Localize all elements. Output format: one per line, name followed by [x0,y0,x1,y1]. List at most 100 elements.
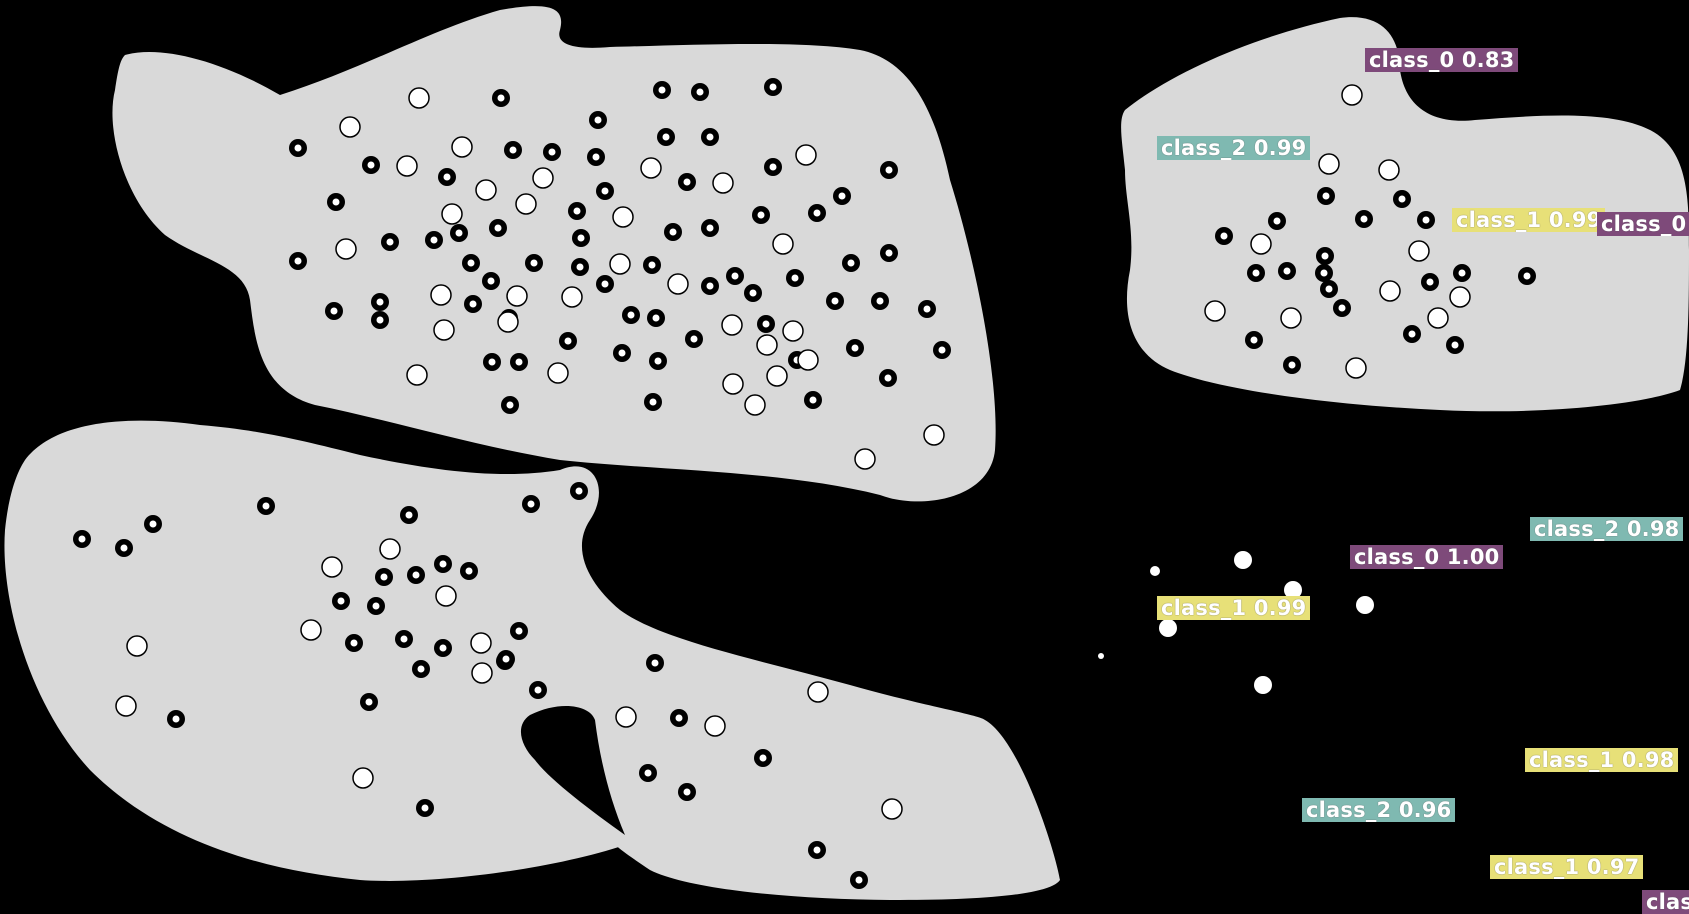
hollow-marker [1318,153,1340,175]
ring-marker-center [577,234,585,242]
ring-marker-center [1321,252,1329,260]
ring-marker-center [923,305,931,313]
hollow-marker [352,767,374,789]
ring-marker-center [439,560,447,568]
hollow-marker [441,203,463,225]
hollow-marker [1449,286,1471,308]
ring-marker-center [658,86,666,94]
detection-label: clas [1642,890,1689,914]
ring-marker-center [813,209,821,217]
ring-marker-center [627,311,635,319]
hollow-marker [609,253,631,275]
white-dot-marker [1234,551,1252,569]
blob-top-right [1121,17,1689,412]
ring-marker-center [651,659,659,667]
ring-marker-center [443,173,451,181]
ring-marker-center [769,83,777,91]
ring-marker-center [831,297,839,305]
ring-marker-center [649,398,657,406]
detection-label: class_0 [1597,212,1689,236]
hollow-marker [408,87,430,109]
ring-marker-center [506,401,514,409]
ring-marker-center [1398,195,1406,203]
ring-marker-center [573,207,581,215]
ring-marker-center [576,263,584,271]
blob-notch [520,705,625,835]
ring-marker-center [759,754,767,762]
hollow-marker [335,238,357,260]
detection-label: class_2 0.99 [1157,136,1311,160]
ring-marker-center [1408,330,1416,338]
hollow-marker [1341,84,1363,106]
ring-marker-center [337,597,345,605]
ring-marker-center [683,178,691,186]
hollow-marker [433,319,455,341]
ring-marker-center [644,769,652,777]
hollow-marker [126,635,148,657]
ring-marker-center [465,567,473,575]
detection-label: class_2 0.96 [1302,798,1456,822]
white-dot-marker [1284,581,1302,599]
white-dot-marker [1356,596,1374,614]
hollow-marker [1345,357,1367,379]
ring-marker-center [365,698,373,706]
ring-marker-center [439,644,447,652]
ring-marker-center [662,133,670,141]
hollow-marker [612,206,634,228]
ring-marker-center [367,161,375,169]
detection-label: class_1 0.98 [1525,748,1679,772]
hollow-marker [547,362,569,384]
ring-marker-center [813,846,821,854]
ring-marker-center [696,88,704,96]
ring-marker-center [1523,272,1531,280]
ring-marker-center [350,639,358,647]
ring-marker-center [601,187,609,195]
ring-marker-center [847,259,855,267]
ring-marker-center [400,635,408,643]
hollow-marker [396,155,418,177]
white-dot-marker [1254,676,1272,694]
ring-marker-center [515,627,523,635]
ring-marker-center [294,257,302,265]
hollow-marker [1204,300,1226,322]
ring-marker-center [1220,232,1228,240]
hollow-marker [721,314,743,336]
ring-marker-center [1426,278,1434,286]
ring-marker-center [376,298,384,306]
ring-marker-center [594,116,602,124]
ring-marker-center [548,148,556,156]
hollow-marker [923,424,945,446]
hollow-marker [712,172,734,194]
ring-marker-center [885,249,893,257]
ring-marker-center [1288,361,1296,369]
ring-marker-center [1338,304,1346,312]
hollow-marker [475,179,497,201]
ring-marker-center [884,374,892,382]
ring-marker-center [497,94,505,102]
detection-label: class_0 0.83 [1365,48,1519,72]
ring-marker-center [509,146,517,154]
detection-label: class_1 0.99 [1452,208,1606,232]
hollow-marker [1427,307,1449,329]
ring-marker-center [601,280,609,288]
hollow-marker [506,285,528,307]
detection-label: class_1 0.99 [1157,596,1311,620]
hollow-marker [704,715,726,737]
ring-marker-center [575,487,583,495]
ring-marker-center [1273,217,1281,225]
ring-marker-center [386,238,394,246]
hollow-marker [115,695,137,717]
hollow-marker [430,284,452,306]
ring-marker-center [487,277,495,285]
ring-marker-center [455,229,463,237]
hollow-marker [339,116,361,138]
ring-marker-center [530,259,538,267]
detection-label: class_2 0.98 [1530,517,1684,541]
ring-marker-center [838,192,846,200]
ring-marker-center [262,502,270,510]
hollow-marker [797,349,819,371]
markers [73,78,1536,889]
ring-marker-center [372,602,380,610]
ring-marker-center [564,337,572,345]
